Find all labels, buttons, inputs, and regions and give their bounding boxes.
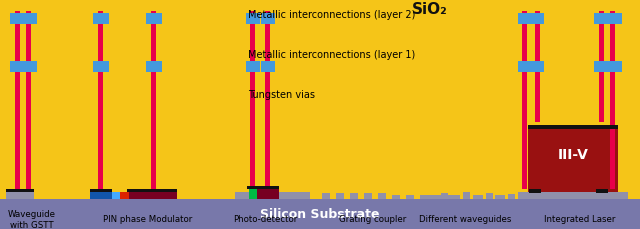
Bar: [0, 199, 640, 229]
Bar: [246, 14, 260, 25]
Bar: [250, 12, 255, 186]
Bar: [112, 192, 120, 199]
Bar: [265, 12, 270, 186]
Text: III-V: III-V: [557, 147, 588, 161]
Bar: [249, 189, 257, 199]
Text: Different waveguides: Different waveguides: [419, 215, 511, 224]
Bar: [378, 193, 386, 199]
Bar: [406, 195, 414, 199]
Bar: [120, 192, 129, 199]
Text: Tungsten vias: Tungsten vias: [248, 90, 315, 100]
Bar: [610, 12, 615, 189]
Polygon shape: [5, 0, 29, 10]
Bar: [463, 192, 470, 199]
Bar: [98, 12, 103, 189]
Bar: [473, 195, 483, 199]
Bar: [594, 14, 608, 25]
Bar: [6, 189, 34, 192]
Text: PIN phase Modulator: PIN phase Modulator: [104, 215, 193, 224]
Text: Metallic interconnections (layer 1): Metallic interconnections (layer 1): [248, 50, 415, 60]
Bar: [90, 189, 112, 192]
Bar: [596, 189, 608, 193]
Bar: [151, 12, 156, 189]
Bar: [392, 195, 400, 199]
Bar: [23, 14, 37, 25]
Bar: [594, 62, 608, 73]
Bar: [535, 12, 540, 123]
Text: Grating coupler: Grating coupler: [339, 215, 406, 224]
Bar: [255, 186, 279, 189]
Text: SiO₂: SiO₂: [412, 3, 448, 17]
Bar: [441, 193, 448, 199]
Bar: [420, 195, 428, 199]
Text: Waveguide
with GSTT: Waveguide with GSTT: [8, 209, 56, 229]
Bar: [26, 12, 31, 189]
Bar: [522, 12, 527, 189]
Bar: [518, 14, 532, 25]
Bar: [93, 62, 109, 73]
Polygon shape: [490, 0, 504, 10]
Polygon shape: [554, 0, 568, 10]
Bar: [10, 62, 24, 73]
Bar: [518, 192, 628, 199]
Bar: [428, 195, 438, 199]
Bar: [518, 62, 532, 73]
Bar: [127, 189, 177, 192]
Bar: [364, 193, 372, 199]
Text: Silicon Substrate: Silicon Substrate: [260, 208, 380, 221]
Bar: [322, 193, 330, 199]
Polygon shape: [88, 0, 102, 10]
Bar: [336, 193, 344, 199]
Text: Photo-detector: Photo-detector: [233, 215, 297, 224]
Polygon shape: [610, 0, 624, 10]
Bar: [246, 62, 260, 73]
Bar: [528, 125, 618, 129]
Bar: [350, 193, 358, 199]
Bar: [448, 195, 456, 199]
Bar: [530, 62, 544, 73]
Bar: [608, 14, 622, 25]
Bar: [599, 12, 604, 123]
Bar: [508, 194, 515, 199]
Bar: [434, 195, 442, 199]
Bar: [261, 62, 275, 73]
Bar: [10, 14, 24, 25]
Polygon shape: [588, 0, 602, 10]
Bar: [486, 193, 493, 199]
Bar: [93, 14, 109, 25]
Bar: [235, 192, 310, 199]
Bar: [529, 189, 541, 193]
Bar: [530, 14, 544, 25]
Bar: [146, 62, 162, 73]
Bar: [528, 129, 618, 192]
Bar: [90, 192, 112, 199]
Bar: [23, 62, 37, 73]
Bar: [247, 186, 257, 189]
Bar: [15, 12, 20, 189]
Bar: [257, 189, 279, 199]
Polygon shape: [538, 0, 552, 10]
Bar: [6, 192, 34, 199]
Bar: [146, 14, 162, 25]
Text: Metallic interconnections (layer 2): Metallic interconnections (layer 2): [248, 10, 415, 20]
Bar: [0, 0, 640, 199]
Bar: [608, 62, 622, 73]
Bar: [450, 195, 460, 199]
Polygon shape: [245, 0, 259, 10]
Bar: [261, 14, 275, 25]
Bar: [495, 195, 505, 199]
Bar: [129, 192, 177, 199]
Text: Integrated Laser: Integrated Laser: [544, 215, 616, 224]
Polygon shape: [150, 0, 164, 10]
Polygon shape: [504, 0, 518, 10]
Polygon shape: [268, 0, 282, 10]
